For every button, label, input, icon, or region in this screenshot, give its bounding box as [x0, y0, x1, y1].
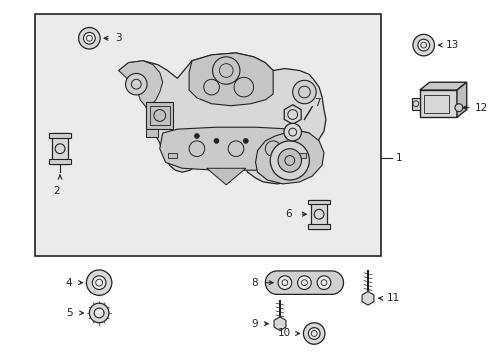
Text: 9: 9: [251, 319, 258, 329]
Bar: [146, 102, 173, 129]
Text: 3: 3: [115, 33, 121, 43]
Text: 2: 2: [53, 186, 60, 196]
Circle shape: [317, 276, 330, 289]
Text: 11: 11: [386, 293, 399, 303]
Circle shape: [412, 34, 433, 56]
Polygon shape: [255, 129, 324, 184]
Bar: [411, 98, 419, 109]
Circle shape: [89, 303, 109, 323]
Text: 5: 5: [66, 308, 73, 318]
Bar: [296, 153, 306, 158]
Bar: [49, 133, 71, 138]
Polygon shape: [456, 82, 466, 117]
Circle shape: [83, 32, 95, 44]
Polygon shape: [206, 168, 245, 185]
Circle shape: [292, 80, 316, 104]
Circle shape: [79, 27, 100, 49]
Text: 13: 13: [445, 40, 459, 50]
Circle shape: [94, 308, 104, 318]
Circle shape: [92, 276, 106, 289]
Polygon shape: [189, 53, 273, 106]
Bar: [146, 129, 158, 137]
Circle shape: [194, 134, 199, 139]
Polygon shape: [265, 271, 343, 294]
Text: 8: 8: [250, 278, 257, 288]
Polygon shape: [119, 53, 325, 184]
Text: 12: 12: [473, 103, 487, 113]
Bar: [423, 95, 448, 113]
Polygon shape: [273, 317, 285, 330]
Bar: [167, 153, 177, 158]
Bar: [150, 106, 169, 125]
Circle shape: [303, 323, 325, 344]
Bar: [308, 199, 329, 204]
Bar: [52, 133, 68, 165]
Text: 1: 1: [395, 153, 401, 163]
Bar: [49, 159, 71, 165]
Circle shape: [125, 73, 147, 95]
Polygon shape: [284, 105, 301, 124]
Polygon shape: [361, 292, 373, 305]
Circle shape: [214, 139, 219, 143]
Bar: [311, 199, 326, 229]
Circle shape: [297, 276, 311, 289]
Text: 10: 10: [277, 328, 290, 338]
Polygon shape: [160, 127, 312, 170]
Text: 6: 6: [285, 209, 291, 219]
Circle shape: [278, 276, 291, 289]
Bar: [308, 224, 329, 229]
Bar: [419, 90, 456, 117]
Circle shape: [308, 328, 320, 339]
Circle shape: [243, 139, 248, 143]
Circle shape: [284, 123, 301, 141]
Circle shape: [86, 270, 112, 295]
Circle shape: [417, 39, 428, 51]
Bar: [35, 14, 380, 256]
Polygon shape: [419, 82, 466, 90]
Circle shape: [270, 141, 309, 180]
Circle shape: [278, 149, 301, 172]
Circle shape: [454, 104, 462, 112]
Text: 4: 4: [65, 278, 72, 288]
Text: 7: 7: [314, 98, 320, 108]
Polygon shape: [119, 61, 163, 109]
